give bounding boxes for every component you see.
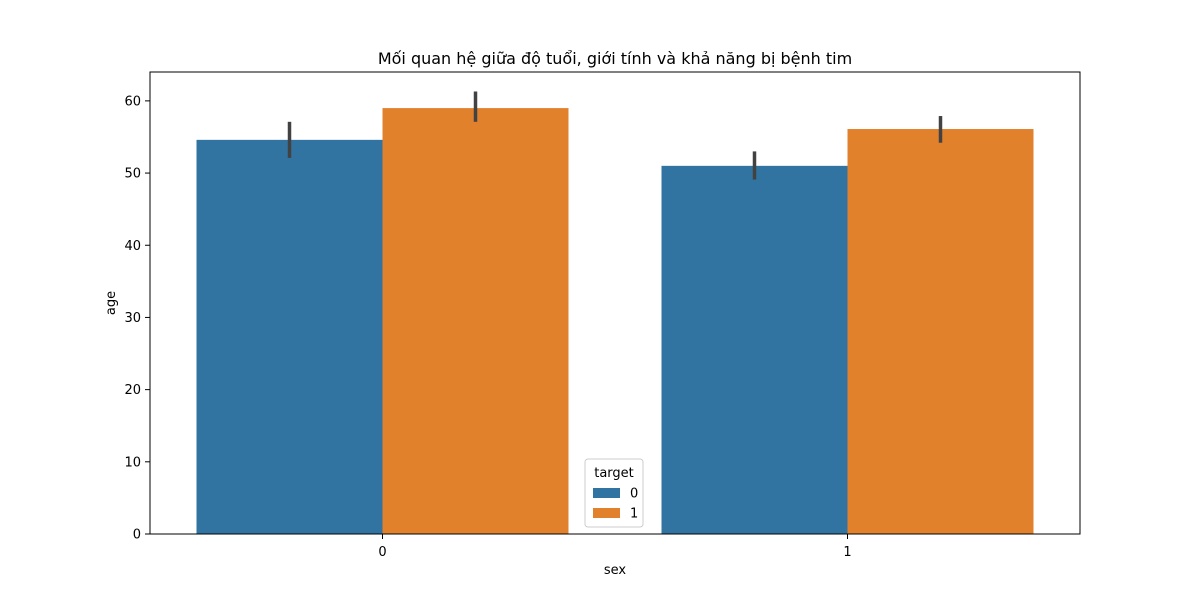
x-tick-label: 0: [378, 545, 386, 560]
bar-sex1-target0: [661, 165, 848, 534]
y-tick-label: 10: [124, 455, 141, 470]
legend-swatch-1: [593, 508, 620, 518]
bar-sex0-target0: [196, 139, 383, 534]
y-tick-label: 40: [124, 239, 141, 254]
legend-label-1: 1: [630, 507, 638, 522]
y-axis-label: age: [104, 291, 119, 315]
plot-frame: [149, 71, 1081, 535]
y-tick-label: 30: [124, 311, 141, 326]
y-tick-label: 0: [133, 528, 141, 543]
y-axis: 0 10 20 30 40 50 60: [124, 94, 150, 543]
bar-sex0-target1: [382, 108, 569, 534]
errorbars-layer: [287, 91, 943, 180]
bars-layer: [196, 108, 1034, 534]
chart-title: Mối quan hệ giữa độ tuổi, giới tính và k…: [378, 49, 852, 68]
legend: target 0 1: [584, 458, 644, 528]
y-tick-label: 20: [124, 383, 141, 398]
y-tick-label: 60: [124, 94, 141, 109]
legend-title: target: [594, 466, 634, 481]
x-tick-label: 1: [843, 545, 851, 560]
bar-sex1-target1: [847, 129, 1034, 534]
legend-label-0: 0: [630, 487, 638, 502]
y-tick-label: 50: [124, 167, 141, 182]
x-axis-label: sex: [604, 563, 627, 578]
legend-swatch-0: [593, 488, 620, 498]
